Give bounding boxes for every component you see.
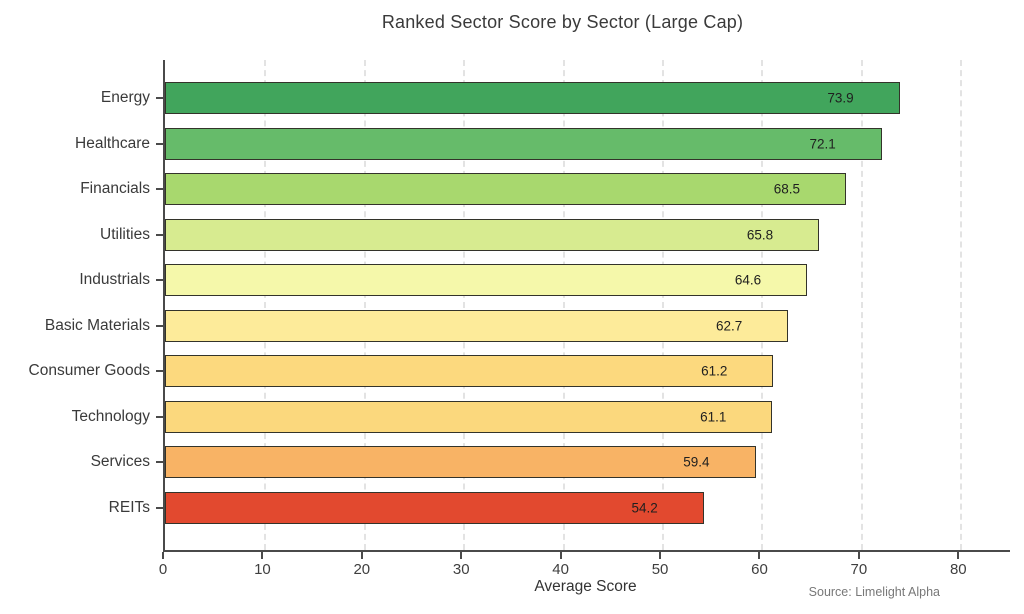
- x-tick-label: 60: [751, 561, 768, 578]
- category-label-services: Services: [90, 453, 150, 471]
- bar-healthcare: 72.1: [165, 127, 882, 160]
- source-note: Source: Limelight Alpha: [808, 585, 940, 599]
- x-tick-label: 20: [353, 561, 371, 578]
- bar-reits: 54.2: [165, 492, 704, 525]
- x-tick-label: 0: [158, 561, 168, 578]
- category-label-basic-materials: Basic Materials: [44, 316, 150, 334]
- bar-energy: 73.9: [165, 82, 900, 114]
- x-tick-mark: [758, 552, 761, 559]
- gridline: [860, 60, 863, 550]
- bar-consumer-goods: 61.2: [165, 355, 774, 388]
- gridline: [363, 60, 366, 550]
- bar-value-label: 54.2: [631, 500, 658, 516]
- y-tick-mark: [156, 188, 163, 191]
- category-label-financials: Financials: [80, 180, 150, 198]
- category-label-technology: Technology: [71, 407, 150, 425]
- bar-value-label: 61.1: [700, 409, 727, 425]
- gridline: [463, 60, 466, 550]
- x-tick-mark: [857, 552, 860, 559]
- x-tick-label: 80: [949, 561, 967, 578]
- bar-value-label: 65.8: [746, 227, 774, 243]
- gridline: [562, 60, 565, 550]
- bar-industrials: 64.6: [165, 264, 808, 297]
- x-tick-label: 10: [254, 561, 271, 578]
- category-label-consumer-goods: Consumer Goods: [28, 362, 150, 380]
- x-tick-label: 70: [850, 561, 868, 578]
- x-tick-mark: [957, 552, 960, 559]
- bar-value-label: 64.6: [734, 272, 762, 288]
- bar-value-label: 73.9: [827, 90, 854, 106]
- x-tick-mark: [162, 552, 164, 559]
- gridline: [960, 60, 963, 550]
- y-tick-mark: [156, 233, 163, 236]
- bar-value-label: 72.1: [809, 136, 836, 152]
- bar-value-label: 59.4: [683, 454, 710, 470]
- x-tick-mark: [261, 552, 264, 559]
- bar-services: 59.4: [165, 446, 756, 479]
- y-tick-mark: [156, 142, 163, 145]
- bar-financials: 68.5: [165, 173, 846, 206]
- bar-value-label: 62.7: [716, 318, 743, 334]
- category-label-healthcare: Healthcare: [75, 134, 150, 152]
- y-tick-mark: [156, 324, 163, 327]
- gridline: [662, 60, 665, 550]
- x-tick-mark: [360, 552, 363, 559]
- x-tick-label: 50: [651, 561, 669, 578]
- gridline: [761, 60, 764, 550]
- category-label-energy: Energy: [100, 89, 150, 106]
- plot-area: 73.9 72.1 68.5 65.8 64.6 62.7 61.2 61.1 59.4 54.2: [163, 60, 1010, 552]
- chart-title: Ranked Sector Score by Sector (Large Cap…: [381, 12, 744, 32]
- x-tick-label: 40: [552, 561, 569, 578]
- gridline: [264, 60, 267, 550]
- category-label-industrials: Industrials: [79, 271, 150, 289]
- y-tick-mark: [156, 461, 163, 464]
- y-tick-mark: [156, 370, 163, 373]
- y-tick-mark: [156, 507, 163, 510]
- bar-utilities: 65.8: [165, 218, 820, 251]
- y-tick-mark: [156, 97, 163, 99]
- x-tick-label: 30: [452, 561, 470, 578]
- x-tick-mark: [559, 552, 562, 559]
- y-tick-mark: [156, 415, 163, 418]
- bar-value-label: 68.5: [773, 181, 800, 197]
- bar-basic-materials: 62.7: [165, 309, 789, 342]
- bar-value-label: 61.2: [701, 363, 728, 379]
- x-axis-label: Average Score: [534, 578, 637, 595]
- x-tick-mark: [659, 552, 662, 559]
- category-label-utilities: Utilities: [100, 225, 150, 243]
- bar-technology: 61.1: [165, 400, 773, 433]
- category-label-reits: REITs: [108, 499, 150, 517]
- y-tick-mark: [156, 279, 163, 282]
- x-tick-mark: [460, 552, 463, 559]
